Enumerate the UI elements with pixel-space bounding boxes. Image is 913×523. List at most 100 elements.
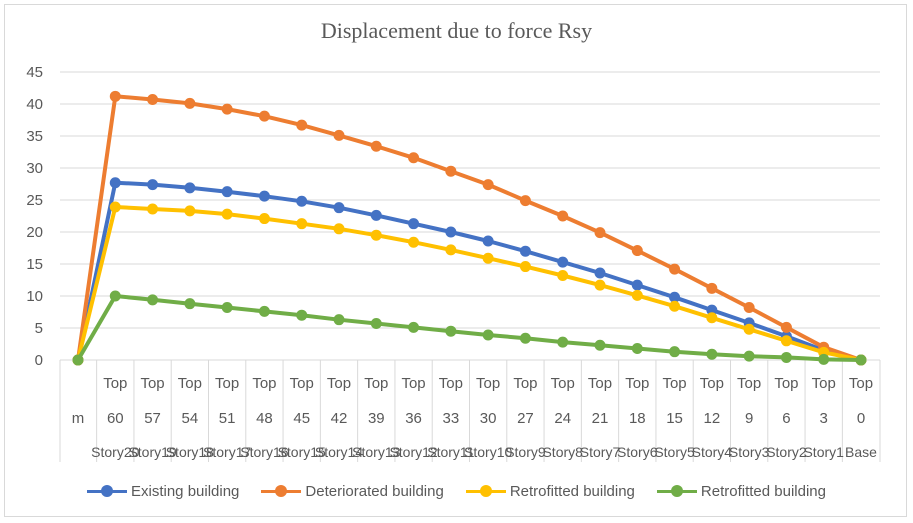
data-point: [184, 182, 196, 194]
x-tick-label-height: 39: [368, 410, 385, 427]
data-point: [109, 90, 121, 102]
data-point: [184, 298, 196, 310]
x-tick-label-story: Story8: [542, 444, 583, 460]
data-point: [184, 97, 196, 109]
legend-item: Retrofitted building: [656, 482, 826, 500]
x-tick-label-top: Top: [774, 375, 798, 392]
data-point: [631, 342, 643, 354]
series-line: [76, 294, 862, 362]
y-tick-label: 35: [26, 128, 43, 145]
x-tick-label-top: Top: [252, 375, 276, 392]
x-tick-label-height: 24: [554, 410, 571, 427]
data-point: [482, 235, 494, 247]
legend-label: Retrofitted building: [700, 482, 826, 500]
data-point: [72, 354, 84, 366]
x-tick-label-story: Story12: [389, 444, 437, 460]
x-tick-label-height: 54: [182, 410, 199, 427]
x-tick-label-story: Story16: [240, 444, 288, 460]
data-point: [333, 129, 345, 141]
x-tick-label-story: Story13: [352, 444, 400, 460]
x-tick-label-top: Top: [290, 375, 314, 392]
data-point: [333, 223, 345, 235]
y-tick-label: 30: [26, 160, 43, 177]
data-point: [147, 203, 159, 215]
data-point: [482, 179, 494, 191]
x-tick-label-height: 18: [629, 410, 646, 427]
data-point: [743, 350, 755, 362]
x-tick-label-height: 51: [219, 410, 236, 427]
x-tick-label-top: Top: [103, 375, 127, 392]
x-tick-label-height: 33: [443, 410, 460, 427]
data-point: [333, 202, 345, 214]
x-tick-label-top: Top: [140, 375, 164, 392]
data-point: [594, 267, 606, 279]
data-point: [780, 335, 792, 347]
data-point: [445, 165, 457, 177]
x-tick-label-height: 0: [857, 410, 865, 427]
legend-swatch: [87, 485, 127, 497]
data-point: [594, 227, 606, 239]
data-point: [743, 323, 755, 335]
data-point: [743, 302, 755, 314]
data-point: [631, 279, 643, 291]
data-point: [669, 346, 681, 358]
data-point: [109, 290, 121, 302]
x-tick-label-story: Story6: [617, 444, 658, 460]
data-point: [445, 244, 457, 256]
data-point: [482, 329, 494, 341]
x-tick-label-story: Story1: [803, 444, 844, 460]
legend-item: Existing building: [87, 483, 239, 500]
x-tick-label-story: Story4: [692, 444, 733, 460]
x-tick-label-top: Top: [625, 375, 649, 392]
series-line: [76, 94, 862, 362]
legend-label: Existing building: [131, 482, 240, 500]
x-tick-label-height: 9: [745, 410, 753, 427]
x-tick-label-story: Story11: [427, 444, 474, 460]
data-point: [631, 245, 643, 257]
data-point: [557, 336, 569, 348]
x-tick-label-story: Story19: [128, 444, 176, 460]
data-point: [408, 152, 420, 164]
data-point: [296, 218, 308, 230]
data-point: [333, 314, 345, 326]
chart-area: [4, 4, 907, 517]
y-tick-label: 45: [26, 64, 43, 81]
data-point: [408, 321, 420, 333]
x-tick-label-height: 21: [592, 410, 609, 427]
legend-swatch: [465, 485, 506, 497]
series-3: [72, 201, 867, 366]
data-point: [780, 351, 792, 363]
data-point: [258, 213, 270, 225]
x-tick-label-height: 30: [480, 410, 497, 427]
data-point: [408, 236, 420, 248]
data-point: [408, 218, 420, 230]
x-tick-label-height: 15: [666, 410, 683, 427]
x-tick-label-story: Story2: [766, 444, 807, 460]
data-point: [370, 229, 382, 241]
data-point: [855, 354, 867, 366]
data-point: [147, 179, 159, 191]
x-tick-label-height: 42: [331, 410, 348, 427]
data-point: [258, 305, 270, 317]
data-point: [296, 119, 308, 131]
data-point: [557, 270, 569, 282]
x-tick-label-height: 6: [782, 410, 790, 427]
x-tick-label-height: 60: [107, 410, 124, 427]
x-tick-label-top: Top: [476, 375, 500, 392]
y-tick-label: 20: [26, 224, 43, 241]
x-tick-label-top: Top: [327, 375, 351, 392]
y-tick-label: 0: [35, 352, 43, 369]
data-point: [631, 289, 643, 301]
x-tick-label-height: 27: [517, 410, 534, 427]
chart-legend: Existing building Deteriorated building Re…: [0, 480, 913, 502]
x-tick-label-height: 3: [820, 410, 828, 427]
data-point: [519, 195, 531, 207]
x-tick-label-story: Story5: [654, 444, 695, 460]
data-point: [147, 94, 159, 106]
data-point: [594, 339, 606, 351]
x-tick-label-height: 36: [405, 410, 422, 427]
x-tick-label-height: 48: [256, 410, 273, 427]
data-point: [780, 321, 792, 333]
x-tick-label-top: Top: [364, 375, 388, 392]
